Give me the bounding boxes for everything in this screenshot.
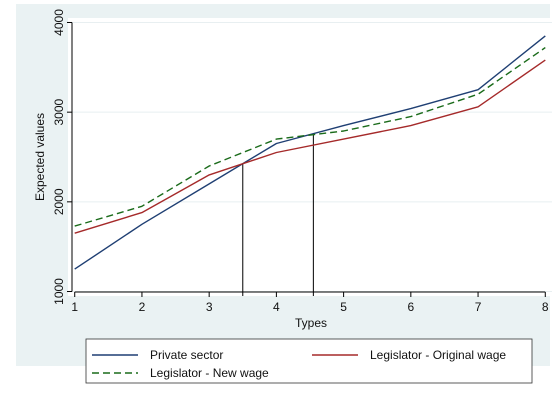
x-tick-label: 3 [206,300,213,314]
x-tick-label: 6 [407,300,414,314]
legend-label-1: Private sector [150,348,223,362]
y-axis-title: Expected values [33,113,47,201]
plot-area [68,18,552,296]
y-tick-label: 4000 [52,9,66,36]
series-lines [74,35,546,270]
x-axis-title: Types [295,316,327,330]
series-line-2 [74,59,546,234]
x-tick-label: 2 [139,300,146,314]
legend-label-2: Legislator - Original wage [370,348,506,362]
vertical-marker-lines [242,133,314,296]
y-tick-label: 2000 [52,188,66,215]
x-tick-label: 5 [340,300,347,314]
x-tick-label: 4 [273,300,280,314]
x-tick-label: 7 [475,300,482,314]
legend-box [85,338,533,384]
y-tick-label: 3000 [52,98,66,125]
legend-label-3: Legislator - New wage [150,366,269,380]
y-tick-label: 1000 [52,278,66,305]
x-tick-label: 8 [542,300,549,314]
axes: 1000 2000 3000 4000 1 2 3 4 5 6 7 8 [52,9,549,314]
series-line-3 [74,47,546,227]
legend: Private sector Legislator - Original wage… [85,338,533,384]
x-tick-label: 1 [71,300,78,314]
